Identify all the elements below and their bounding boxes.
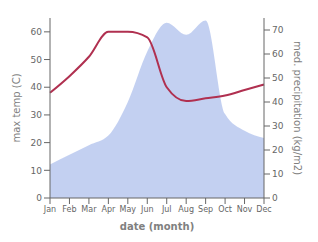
svg-text:20: 20 (31, 138, 43, 148)
svg-text:max temp (C): max temp (C) (11, 73, 22, 142)
svg-text:0: 0 (36, 193, 42, 203)
svg-text:70: 70 (272, 25, 284, 35)
svg-text:10: 10 (272, 169, 284, 179)
svg-text:date (month): date (month) (120, 221, 194, 232)
svg-text:Sep: Sep (198, 205, 213, 214)
svg-text:0: 0 (272, 193, 278, 203)
svg-text:May: May (120, 205, 137, 214)
svg-text:med. precipitation (kg/m2): med. precipitation (kg/m2) (292, 41, 303, 175)
svg-text:60: 60 (272, 49, 284, 59)
svg-text:Jun: Jun (140, 205, 154, 214)
svg-text:40: 40 (272, 97, 284, 107)
svg-text:30: 30 (31, 110, 43, 120)
svg-text:Apr: Apr (101, 205, 116, 214)
svg-text:Jan: Jan (43, 205, 56, 214)
svg-text:Dec: Dec (256, 205, 271, 214)
svg-text:Aug: Aug (178, 205, 194, 214)
svg-text:Oct: Oct (218, 205, 232, 214)
svg-text:40: 40 (31, 82, 43, 92)
svg-text:50: 50 (272, 73, 284, 83)
svg-text:60: 60 (31, 27, 43, 37)
svg-text:Mar: Mar (81, 205, 97, 214)
svg-text:10: 10 (31, 166, 43, 176)
svg-text:20: 20 (272, 145, 284, 155)
svg-text:50: 50 (31, 55, 43, 65)
svg-text:Feb: Feb (62, 205, 76, 214)
svg-text:30: 30 (272, 121, 284, 131)
svg-text:Nov: Nov (237, 205, 253, 214)
svg-text:Jul: Jul (161, 205, 172, 214)
